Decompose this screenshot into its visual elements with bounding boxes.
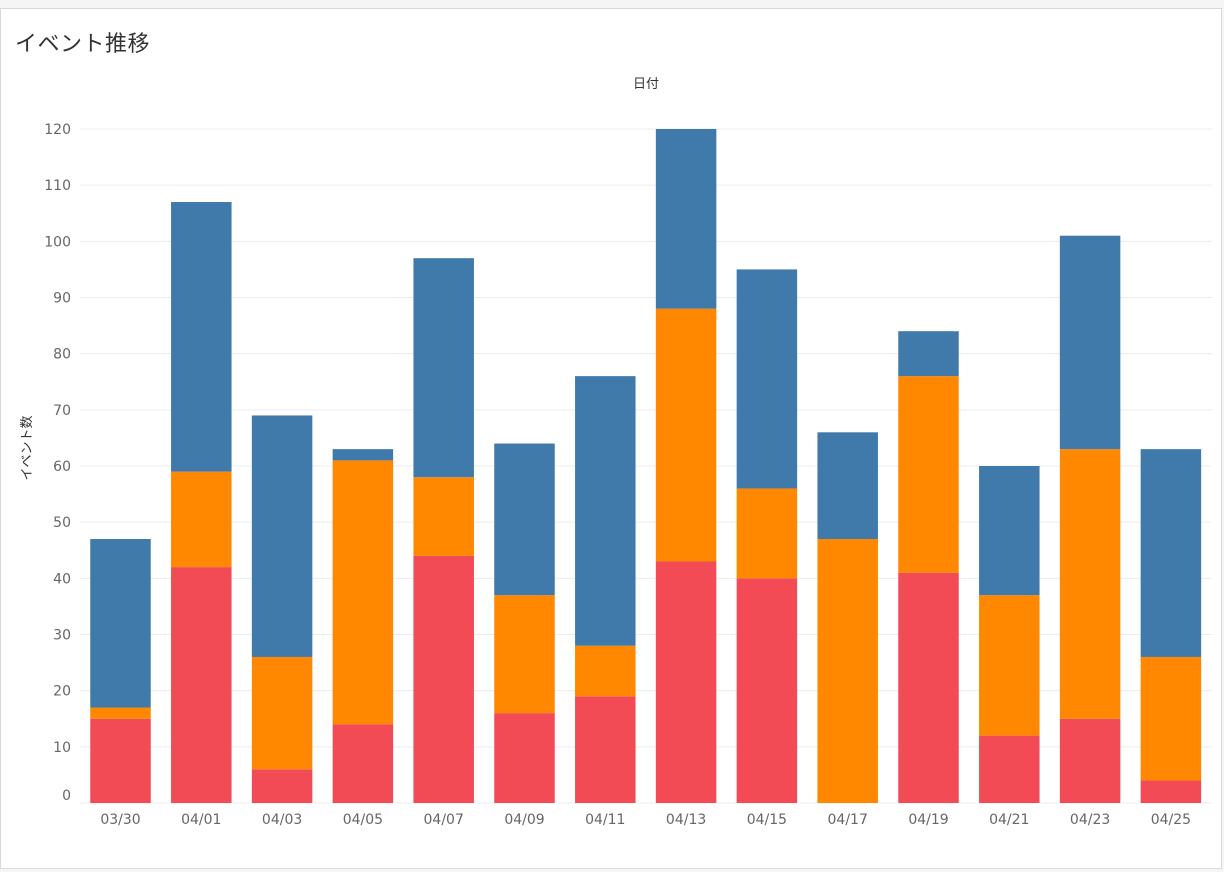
bar-segment-blue[interactable]: [817, 432, 878, 540]
bar-segment-blue[interactable]: [655, 129, 717, 309]
bar-segment-orange[interactable]: [90, 707, 151, 719]
bar-segment-blue[interactable]: [251, 415, 313, 657]
bar-segment-red[interactable]: [655, 561, 717, 803]
bar-segment-orange[interactable]: [251, 656, 313, 770]
bar-segment-orange[interactable]: [736, 488, 798, 579]
x-tick-label: 04/15: [747, 812, 787, 828]
top-axis-title: 日付: [633, 77, 659, 92]
bar-segment-orange[interactable]: [494, 595, 555, 714]
y-tick-label: 10: [53, 740, 71, 756]
x-tick-label: 04/05: [343, 812, 383, 828]
x-tick-label: 04/25: [1151, 812, 1191, 828]
x-tick-label: 03/30: [100, 812, 140, 828]
x-tick-label: 04/11: [585, 812, 625, 828]
y-tick-label: 110: [44, 178, 71, 194]
bar-segment-red[interactable]: [90, 718, 151, 803]
y-tick-label: 120: [44, 122, 71, 138]
y-axis-title: イベント数: [20, 415, 35, 480]
bar-segment-blue[interactable]: [1140, 449, 1202, 657]
x-tick-label: 04/23: [1070, 812, 1110, 828]
bar-segment-blue[interactable]: [736, 269, 798, 489]
bar-segment-orange[interactable]: [817, 539, 878, 803]
x-tick-label: 04/19: [908, 812, 948, 828]
bar-segment-orange[interactable]: [1140, 656, 1202, 781]
bar-segment-orange[interactable]: [898, 376, 959, 573]
bar-segment-blue[interactable]: [171, 202, 232, 472]
bar-segment-red[interactable]: [413, 555, 474, 803]
bar-segment-blue[interactable]: [332, 449, 394, 461]
gridlines: [80, 128, 1212, 804]
x-tick-label: 04/01: [181, 812, 221, 828]
bar-segment-blue[interactable]: [979, 466, 1040, 596]
bar-segment-blue[interactable]: [898, 331, 959, 377]
bar-segment-red[interactable]: [736, 578, 798, 803]
y-tick-label: 0: [62, 788, 71, 804]
bar-segment-red[interactable]: [171, 567, 232, 803]
bar-segment-orange[interactable]: [1059, 449, 1121, 719]
bar-segment-orange[interactable]: [575, 645, 636, 697]
bar-segment-blue[interactable]: [575, 376, 636, 646]
y-tick-label: 20: [53, 684, 71, 700]
bar-segment-blue[interactable]: [90, 539, 151, 708]
bar-segment-blue[interactable]: [494, 443, 555, 596]
bars: [90, 129, 1202, 803]
y-tick-label: 50: [53, 515, 71, 531]
y-tick-label: 60: [53, 459, 71, 475]
y-tick-label: 40: [53, 571, 71, 587]
x-tick-label: 04/09: [504, 812, 544, 828]
bar-segment-red[interactable]: [979, 735, 1040, 803]
bar-segment-red[interactable]: [1140, 780, 1202, 803]
bar-segment-red[interactable]: [898, 572, 959, 803]
bar-segment-orange[interactable]: [413, 477, 474, 556]
x-tick-label: 04/07: [424, 812, 464, 828]
bar-segment-red[interactable]: [251, 769, 313, 803]
x-tick-label: 04/17: [828, 812, 868, 828]
bar-segment-red[interactable]: [575, 696, 636, 803]
y-tick-label: 30: [53, 628, 71, 644]
bar-segment-orange[interactable]: [979, 595, 1040, 736]
bar-segment-red[interactable]: [1059, 718, 1121, 803]
bar-segment-orange[interactable]: [655, 308, 717, 562]
x-ticks: 03/30 04/01 04/03 04/05 04/07 04/09 04/11 04/13…: [100, 812, 1191, 828]
bar-segment-orange[interactable]: [332, 460, 394, 725]
y-tick-label: 70: [53, 403, 71, 419]
y-tick-label: 100: [44, 234, 71, 250]
bar-segment-blue[interactable]: [1059, 235, 1121, 450]
bar-segment-blue[interactable]: [413, 258, 474, 478]
x-tick-label: 04/13: [666, 812, 706, 828]
y-ticks: 0 10 20 30 40 50 60 70 80 90 100 110 120: [44, 122, 71, 804]
y-tick-label: 90: [53, 291, 71, 307]
y-tick-label: 80: [53, 347, 71, 363]
bar-segment-red[interactable]: [332, 724, 394, 803]
bar-segment-orange[interactable]: [171, 471, 232, 568]
x-tick-label: 04/03: [262, 812, 302, 828]
chart-title: イベント推移: [15, 32, 151, 57]
bar-segment-red[interactable]: [494, 713, 555, 803]
x-tick-label: 04/21: [989, 812, 1029, 828]
